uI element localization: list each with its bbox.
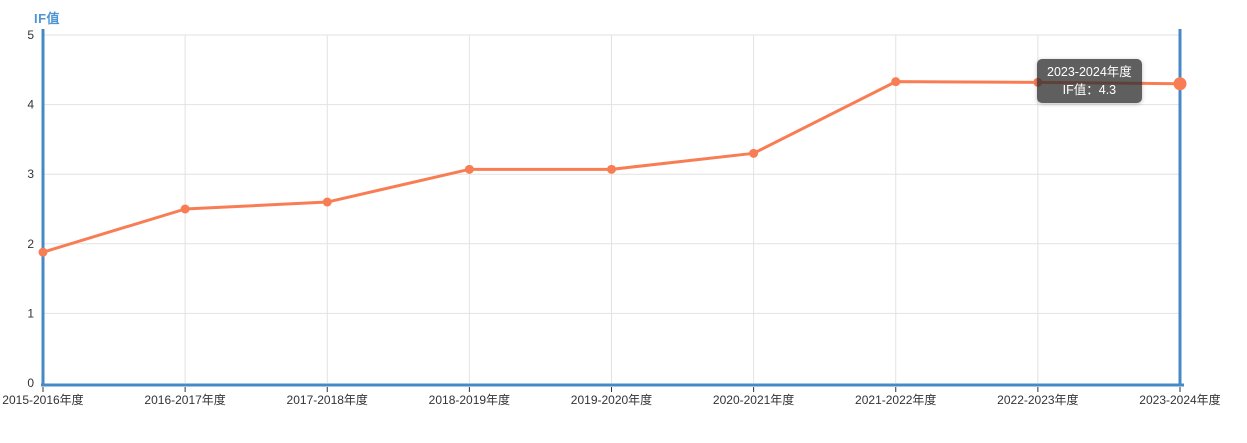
x-axis-tick-label: 2016-2017年度 (144, 392, 225, 407)
data-point[interactable] (891, 77, 901, 87)
y-axis-tick-label: 2 (27, 237, 34, 251)
data-point[interactable] (322, 197, 332, 207)
y-axis-name: IF值 (34, 11, 61, 26)
data-point[interactable] (38, 247, 48, 257)
y-axis-tick-label: 4 (27, 98, 34, 112)
data-point[interactable] (464, 164, 474, 174)
x-axis-tick-label: 2023-2024年度 (1139, 392, 1220, 407)
y-axis-tick-label: 0 (27, 376, 34, 390)
y-axis-tick-label: 5 (27, 28, 34, 42)
y-axis-tick-label: 3 (27, 167, 34, 181)
data-point[interactable] (180, 204, 190, 214)
x-axis-tick-label: 2022-2023年度 (997, 392, 1078, 407)
x-axis-tick-label: 2021-2022年度 (855, 392, 936, 407)
x-axis-tick-label: 2019-2020年度 (571, 392, 652, 407)
data-point[interactable] (1033, 77, 1043, 87)
x-axis-tick-label: 2015-2016年度 (2, 392, 83, 407)
data-point[interactable] (749, 148, 759, 158)
x-axis-tick-label: 2017-2018年度 (287, 392, 368, 407)
x-axis-tick-label: 2018-2019年度 (429, 392, 510, 407)
y-axis-tick-label: 1 (27, 306, 34, 320)
x-axis-tick-label: 2020-2021年度 (713, 392, 794, 407)
data-point-hovered[interactable] (1173, 77, 1187, 91)
data-point[interactable] (607, 164, 616, 174)
